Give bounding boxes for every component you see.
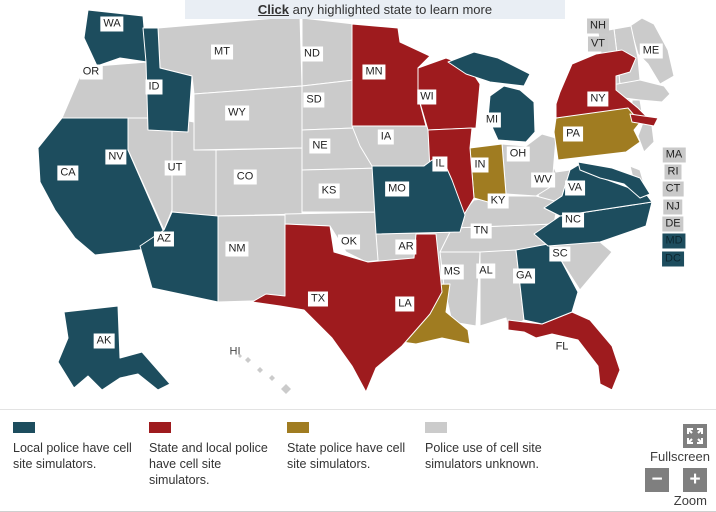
state-HI-island — [245, 357, 251, 363]
legend-swatch-state_local — [149, 422, 171, 433]
legend-label-state: State police have cell site simulators. — [287, 441, 406, 471]
legend-item-state: State police have cell site simulators. — [287, 422, 415, 472]
state-WA[interactable] — [83, 9, 148, 67]
legend-label-local: Local police have cell site simulators. — [13, 441, 132, 471]
state-NY[interactable] — [629, 113, 659, 127]
state-MI[interactable] — [447, 51, 531, 87]
state-HI-island — [269, 375, 275, 381]
legend-item-unknown: Police use of cell site simulators unkno… — [425, 422, 573, 472]
legend-swatch-state — [287, 422, 309, 433]
state-OH — [501, 133, 557, 197]
legend-label-state_local: State and local police have cell site si… — [149, 441, 268, 487]
click-link[interactable]: Click — [257, 2, 289, 17]
zoom-in-button[interactable]: + — [683, 468, 707, 492]
state-MO[interactable] — [371, 159, 466, 235]
fullscreen-label: Fullscreen — [650, 449, 710, 464]
state-TX[interactable] — [251, 223, 443, 393]
state-ID[interactable] — [142, 27, 193, 133]
zoom-out-button[interactable]: − — [645, 468, 669, 492]
state-NM — [217, 214, 286, 303]
zoom-label: Zoom — [673, 493, 707, 508]
state-ND — [301, 17, 355, 87]
instruction-text: any highlighted state to learn more — [289, 2, 493, 17]
legend-label-unknown: Police use of cell site simulators unkno… — [425, 441, 542, 471]
state-MD[interactable] — [577, 161, 651, 199]
state-NY[interactable] — [555, 49, 647, 123]
state-HI-island — [238, 354, 242, 358]
state-OR — [61, 61, 151, 119]
state-HI-island — [281, 384, 291, 394]
legend-item-local: Local police have cell site simulators. — [13, 422, 143, 472]
legend-item-state_local: State and local police have cell site si… — [149, 422, 271, 488]
state-FL[interactable] — [507, 311, 621, 391]
legend-swatch-local — [13, 422, 35, 433]
state-CA[interactable] — [37, 117, 164, 256]
fullscreen-button[interactable] — [683, 424, 707, 448]
state-WY — [193, 85, 303, 151]
legend-divider — [0, 409, 716, 410]
legend-swatch-unknown — [425, 422, 447, 433]
state-AK[interactable] — [57, 305, 171, 391]
state-CO — [215, 147, 303, 217]
state-HI-island — [257, 367, 263, 373]
us-map — [37, 9, 675, 394]
state-MI[interactable] — [487, 85, 536, 143]
fullscreen-icon — [683, 428, 707, 451]
state-IN[interactable] — [469, 143, 507, 203]
state-SD — [301, 79, 355, 131]
header-instruction: Click any highlighted state to learn mor… — [185, 0, 565, 19]
